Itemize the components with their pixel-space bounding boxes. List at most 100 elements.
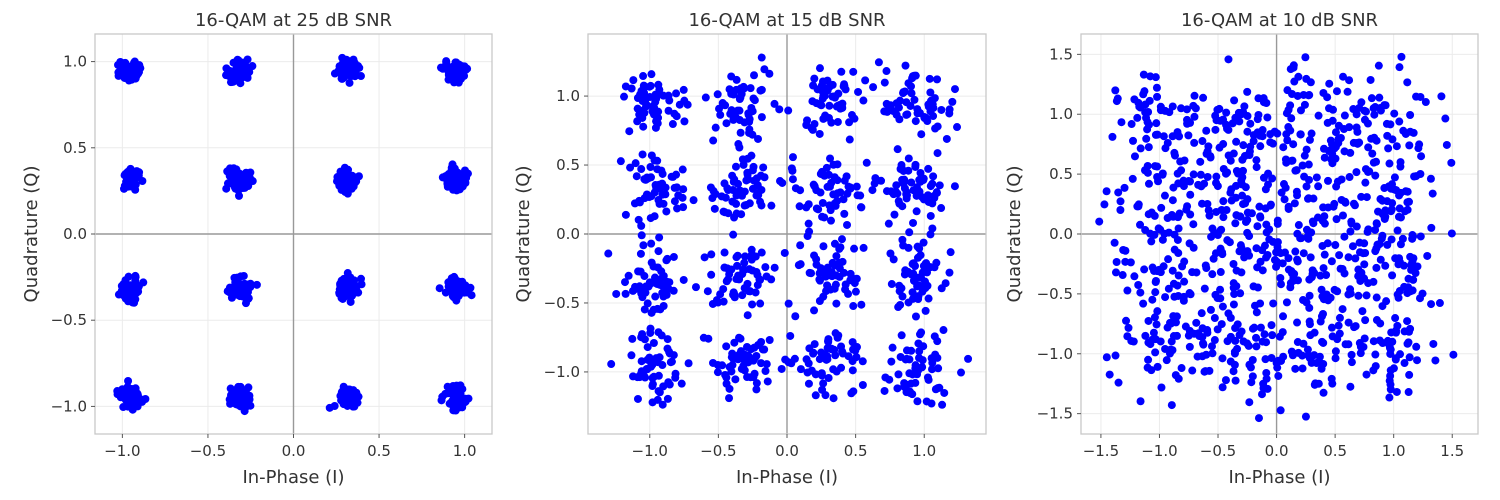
data-point bbox=[839, 195, 848, 204]
data-point bbox=[449, 185, 458, 194]
data-point bbox=[1212, 207, 1221, 216]
data-point bbox=[1431, 356, 1440, 365]
data-point bbox=[896, 352, 905, 361]
data-point bbox=[1327, 323, 1336, 332]
data-point bbox=[1346, 148, 1355, 157]
data-point bbox=[1264, 180, 1273, 189]
data-point bbox=[1143, 363, 1152, 372]
data-point bbox=[1218, 383, 1227, 392]
data-point bbox=[340, 72, 349, 81]
data-point bbox=[135, 168, 144, 177]
data-point bbox=[638, 150, 647, 159]
data-point bbox=[663, 394, 672, 403]
data-point bbox=[1284, 254, 1293, 263]
data-point bbox=[1404, 274, 1413, 283]
data-point bbox=[1219, 115, 1228, 124]
data-point bbox=[1333, 287, 1342, 296]
data-point bbox=[724, 209, 733, 218]
data-point bbox=[1403, 317, 1412, 326]
data-point bbox=[901, 61, 910, 70]
data-point bbox=[850, 244, 859, 253]
data-point bbox=[1230, 349, 1239, 358]
data-point bbox=[1287, 156, 1296, 165]
data-point bbox=[784, 106, 793, 115]
data-point bbox=[1213, 294, 1222, 303]
data-point bbox=[1319, 203, 1328, 212]
data-point bbox=[1191, 104, 1200, 113]
data-point bbox=[1158, 235, 1167, 244]
data-point bbox=[1331, 128, 1340, 137]
data-point bbox=[1159, 262, 1168, 271]
data-point bbox=[1335, 329, 1344, 338]
data-point bbox=[639, 122, 648, 131]
data-point bbox=[1102, 353, 1111, 362]
data-point bbox=[1198, 137, 1207, 146]
data-point bbox=[831, 351, 840, 360]
data-point bbox=[1133, 113, 1142, 122]
data-point bbox=[646, 324, 655, 333]
data-point bbox=[1229, 367, 1238, 376]
data-point bbox=[1276, 406, 1285, 415]
data-point bbox=[234, 382, 243, 391]
data-point bbox=[1347, 217, 1356, 226]
data-point bbox=[739, 82, 748, 91]
data-point bbox=[884, 219, 893, 228]
data-point bbox=[655, 388, 664, 397]
data-point bbox=[823, 263, 832, 272]
data-point bbox=[1181, 322, 1190, 331]
data-point bbox=[679, 85, 688, 94]
data-point bbox=[885, 375, 894, 384]
data-point bbox=[1397, 52, 1406, 61]
data-point bbox=[791, 312, 800, 321]
data-point bbox=[787, 164, 796, 173]
data-point bbox=[454, 64, 463, 73]
data-point bbox=[1346, 227, 1355, 236]
data-point bbox=[909, 218, 918, 227]
data-point bbox=[654, 371, 663, 380]
data-point bbox=[747, 255, 756, 264]
data-point bbox=[1283, 136, 1292, 145]
data-point bbox=[230, 273, 239, 282]
data-point bbox=[1253, 283, 1262, 292]
data-point bbox=[1252, 333, 1261, 342]
data-point bbox=[1144, 143, 1153, 152]
data-point bbox=[350, 281, 359, 290]
data-point bbox=[1231, 376, 1240, 385]
data-point bbox=[244, 383, 253, 392]
data-point bbox=[1349, 105, 1358, 114]
data-point bbox=[840, 209, 849, 218]
data-point bbox=[819, 242, 828, 251]
data-point bbox=[1144, 179, 1153, 188]
data-point bbox=[1266, 130, 1275, 139]
data-point bbox=[788, 175, 797, 184]
data-point bbox=[1416, 92, 1425, 101]
data-point bbox=[1153, 92, 1162, 101]
data-point bbox=[836, 243, 845, 252]
data-point bbox=[1364, 143, 1373, 152]
data-point bbox=[637, 86, 646, 95]
data-point bbox=[895, 115, 904, 124]
data-point bbox=[869, 83, 878, 92]
data-point bbox=[1300, 100, 1309, 109]
data-point bbox=[1395, 117, 1404, 126]
data-point bbox=[1252, 163, 1261, 172]
data-point bbox=[1237, 176, 1246, 185]
data-point bbox=[939, 326, 948, 335]
data-point bbox=[1386, 207, 1395, 216]
data-point bbox=[1314, 111, 1323, 120]
data-point bbox=[823, 76, 832, 85]
data-point bbox=[450, 272, 459, 281]
data-point bbox=[435, 284, 444, 293]
data-point bbox=[852, 182, 861, 191]
data-point bbox=[1255, 202, 1264, 211]
data-point bbox=[1204, 206, 1213, 215]
data-point bbox=[1320, 250, 1329, 259]
data-point bbox=[1259, 98, 1268, 107]
data-point bbox=[337, 185, 346, 194]
data-point bbox=[918, 287, 927, 296]
data-point bbox=[1340, 111, 1349, 120]
data-point bbox=[346, 297, 355, 306]
data-point bbox=[1360, 115, 1369, 124]
data-point bbox=[1318, 241, 1327, 250]
data-point bbox=[930, 332, 939, 341]
